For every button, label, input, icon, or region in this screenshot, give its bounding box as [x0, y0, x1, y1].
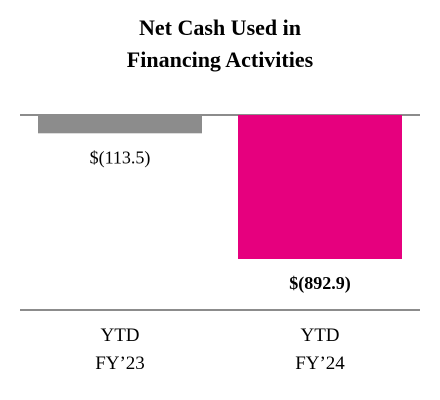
category-label: YTD FY’23: [95, 325, 145, 374]
bar: [38, 115, 202, 134]
value-label: $(113.5): [90, 147, 151, 168]
bar: [238, 115, 402, 259]
value-label: $(892.9): [289, 273, 351, 294]
category-label: YTD FY’24: [295, 325, 345, 374]
chart-title: Net Cash Used in Financing Activities: [126, 15, 314, 72]
